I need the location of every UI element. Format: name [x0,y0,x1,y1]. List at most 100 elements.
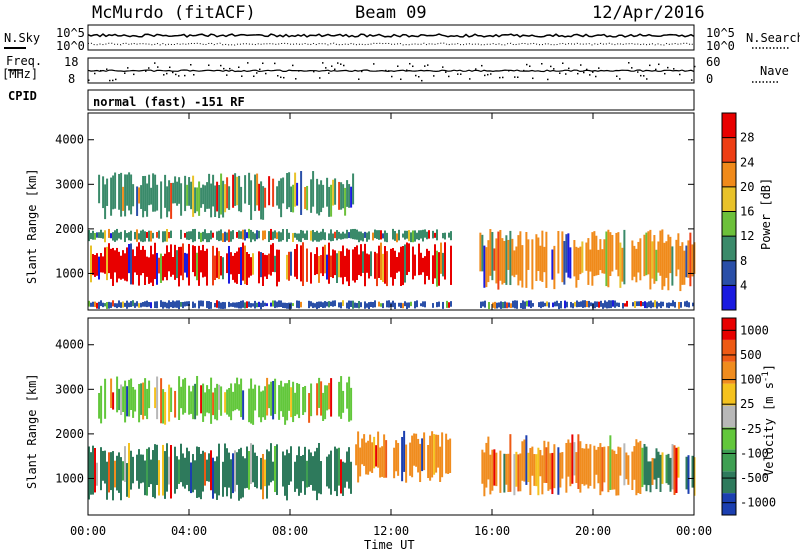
colorbar-segment [722,260,736,286]
heatmap-cell [290,387,293,418]
heatmap-cell [140,383,143,415]
heatmap-cell [484,300,486,308]
heatmap-cell [342,300,344,307]
heatmap-cell [595,235,598,276]
heatmap-cell [401,436,404,482]
nave-dot [328,72,330,74]
heatmap-cell [338,447,340,486]
heatmap-cell [320,381,323,416]
heatmap-cell [560,300,562,309]
heatmap-cell [358,231,360,243]
heatmap-cell [226,448,228,497]
heatmap-cell [236,302,238,308]
heatmap-cell [156,184,159,211]
heatmap-cell [400,302,402,309]
heatmap-cell [435,434,438,473]
nave-dot [409,62,411,65]
heatmap-cell [186,447,188,485]
heatmap-cell [607,229,610,288]
heatmap-cell [148,257,150,284]
nave-dot [643,75,645,77]
heatmap-cell [659,454,662,492]
nave-dot [88,79,90,82]
heatmap-cell [400,246,402,287]
heatmap-cell [142,175,145,218]
heatmap-cell [220,302,222,309]
heatmap-cell [200,232,202,243]
heatmap-cell [506,302,508,309]
heatmap-cell [138,383,141,423]
nave-dot [475,68,477,70]
heatmap-cell [350,461,352,494]
heatmap-cell [332,233,334,241]
heatmap-cell [152,173,155,212]
heatmap-cell [589,249,592,272]
heatmap-cell [112,232,114,241]
heatmap-cell [424,256,426,285]
heatmap-cell [158,460,160,496]
heatmap-cell [591,232,594,286]
power-cbar-label: Power [dB] [759,178,773,250]
nave-dot [256,72,258,74]
heatmap-cell [508,302,510,308]
colorbar-segment [722,405,736,428]
heatmap-cell [371,442,374,473]
heatmap-cell [544,302,546,307]
heatmap-cell [354,228,356,240]
heatmap-cell [637,241,640,273]
heatmap-cell [340,251,342,278]
heatmap-cell [150,459,152,485]
freq-left-top-tick: 18 [64,55,78,69]
heatmap-cell [360,302,362,308]
heatmap-cell [214,302,216,308]
heatmap-cell [585,443,588,485]
heatmap-cell [120,457,122,501]
heatmap-cell [417,438,420,473]
heatmap-cell [545,231,548,288]
nave-dot [259,68,261,71]
heatmap-cell [202,231,204,242]
heatmap-cell [418,230,420,241]
heatmap-cell [611,234,614,272]
heatmap-cell [272,461,274,481]
heatmap-cell [338,250,340,278]
heatmap-cell [166,228,168,242]
heatmap-cell [379,447,382,478]
y-tick-label: 3000 [55,177,84,191]
nave-dot [331,65,333,67]
heatmap-cell [651,241,654,279]
heatmap-cell [414,254,416,276]
heatmap-cell [348,232,350,239]
heatmap-cell [665,241,668,278]
heatmap-cell [367,440,370,475]
heatmap-cell [411,435,414,478]
heatmap-cell [318,256,320,283]
heatmap-cell [362,251,364,273]
heatmap-cell [420,230,422,239]
heatmap-cell [530,300,532,309]
heatmap-cell [350,300,352,308]
heatmap-cell [108,452,110,493]
nave-dot [241,75,243,77]
heatmap-cell [687,240,690,278]
heatmap-cell [348,300,350,309]
heatmap-cell [174,446,176,494]
heatmap-cell [218,301,220,309]
heatmap-cell [610,300,612,309]
heatmap-cell [174,176,177,204]
heatmap-cell [481,449,484,484]
heatmap-cell [104,230,106,243]
heatmap-cell [164,231,166,242]
nave-dot [547,78,549,81]
heatmap-cell [450,231,452,241]
heatmap-cell [218,384,221,410]
colorbar-segment [722,236,736,261]
freq-unit-label: [MHz] [2,67,38,81]
heatmap-cell [258,230,260,239]
heatmap-cell [346,229,348,239]
heatmap-cell [206,459,208,482]
heatmap-cell [575,246,578,288]
heatmap-cell [660,301,662,309]
heatmap-cell [96,232,98,238]
heatmap-cell [276,186,279,206]
